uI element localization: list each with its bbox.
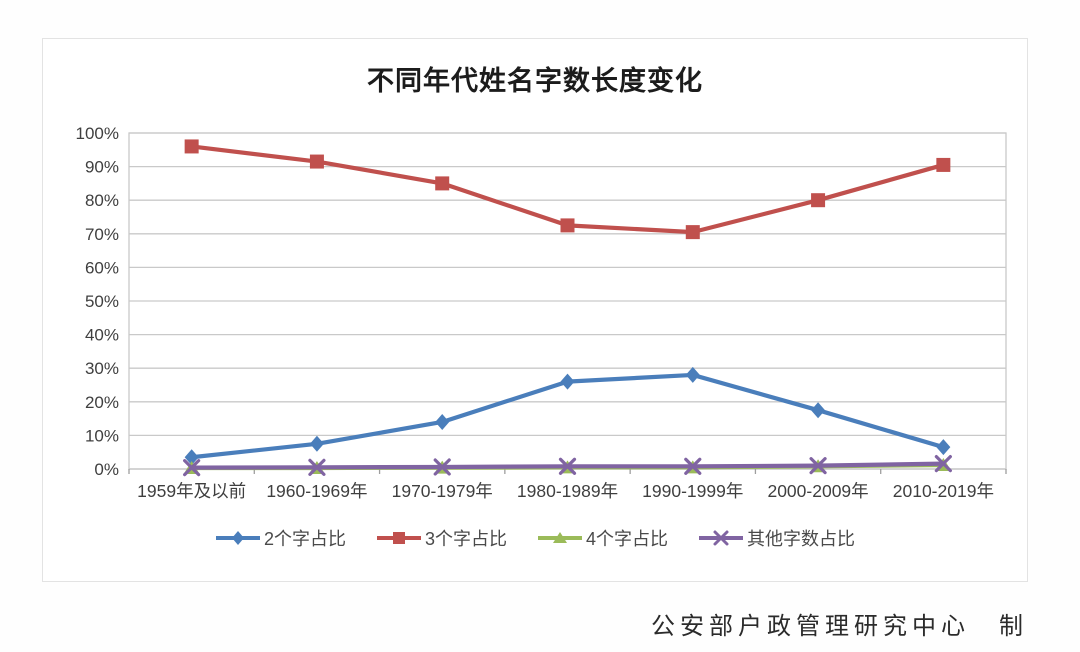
x-tick-label: 2010-2019年 (893, 481, 994, 501)
chart-legend: 2个字占比 3个字占比 4个字占比 其他字数占比 (43, 525, 1027, 551)
y-tick-label: 50% (85, 292, 119, 311)
y-tick-label: 90% (85, 158, 119, 177)
x-tick-label: 1980-1989年 (517, 481, 618, 501)
legend-item: 3个字占比 (376, 525, 507, 551)
series-square (184, 139, 951, 240)
y-tick-label: 10% (85, 426, 119, 445)
x-tick-label: 2000-2009年 (767, 481, 868, 501)
y-axis-tick-labels: 0% 10% 20% 30% 40% 50% 60% 70% 80% 90% 100% (76, 124, 119, 479)
legend-x-icon (699, 530, 744, 546)
x-tick-label: 1990-1999年 (642, 481, 743, 501)
legend-label: 4个字占比 (586, 529, 669, 549)
chart-card: 不同年代姓名字数长度变化 0% 10% 20% 30% 40% 50% 60% 70% 80% 9… (42, 38, 1028, 582)
series-x (183, 455, 952, 477)
y-tick-label: 100% (76, 124, 119, 143)
x-tick-label: 1970-1979年 (392, 481, 493, 501)
legend-item: 2个字占比 (215, 525, 346, 551)
legend-diamond-icon (215, 531, 260, 545)
legend-label: 其他字数占比 (747, 529, 856, 549)
legend-square-icon (376, 532, 421, 544)
legend-label: 3个字占比 (424, 529, 507, 549)
legend-triangle-icon (538, 532, 582, 543)
legend-item: 其他字数占比 (698, 525, 855, 551)
y-tick-label: 20% (85, 393, 119, 412)
legend-item: 4个字占比 (537, 525, 668, 551)
y-tick-label: 70% (85, 225, 119, 244)
line-chart-plot: 0% 10% 20% 30% 40% 50% 60% 70% 80% 90% 100% 1959年及以… (76, 124, 1007, 501)
y-tick-label: 80% (85, 191, 119, 210)
x-tick-label: 1960-1969年 (266, 481, 367, 501)
x-axis-tick-labels: 1959年及以前 1960-1969年 1970-1979年 1980-1989年 19… (137, 481, 994, 501)
credit-text: 公安部户政管理研究中心 制 (651, 612, 1028, 640)
x-tick-label: 1959年及以前 (137, 481, 246, 501)
y-tick-label: 60% (85, 258, 119, 277)
chart-title: 不同年代姓名字数长度变化 (367, 66, 703, 96)
legend-label: 2个字占比 (263, 529, 346, 549)
y-tick-label: 40% (85, 326, 119, 345)
series-diamond (184, 366, 951, 466)
y-tick-label: 30% (85, 359, 119, 378)
y-tick-label: 0% (94, 460, 119, 479)
